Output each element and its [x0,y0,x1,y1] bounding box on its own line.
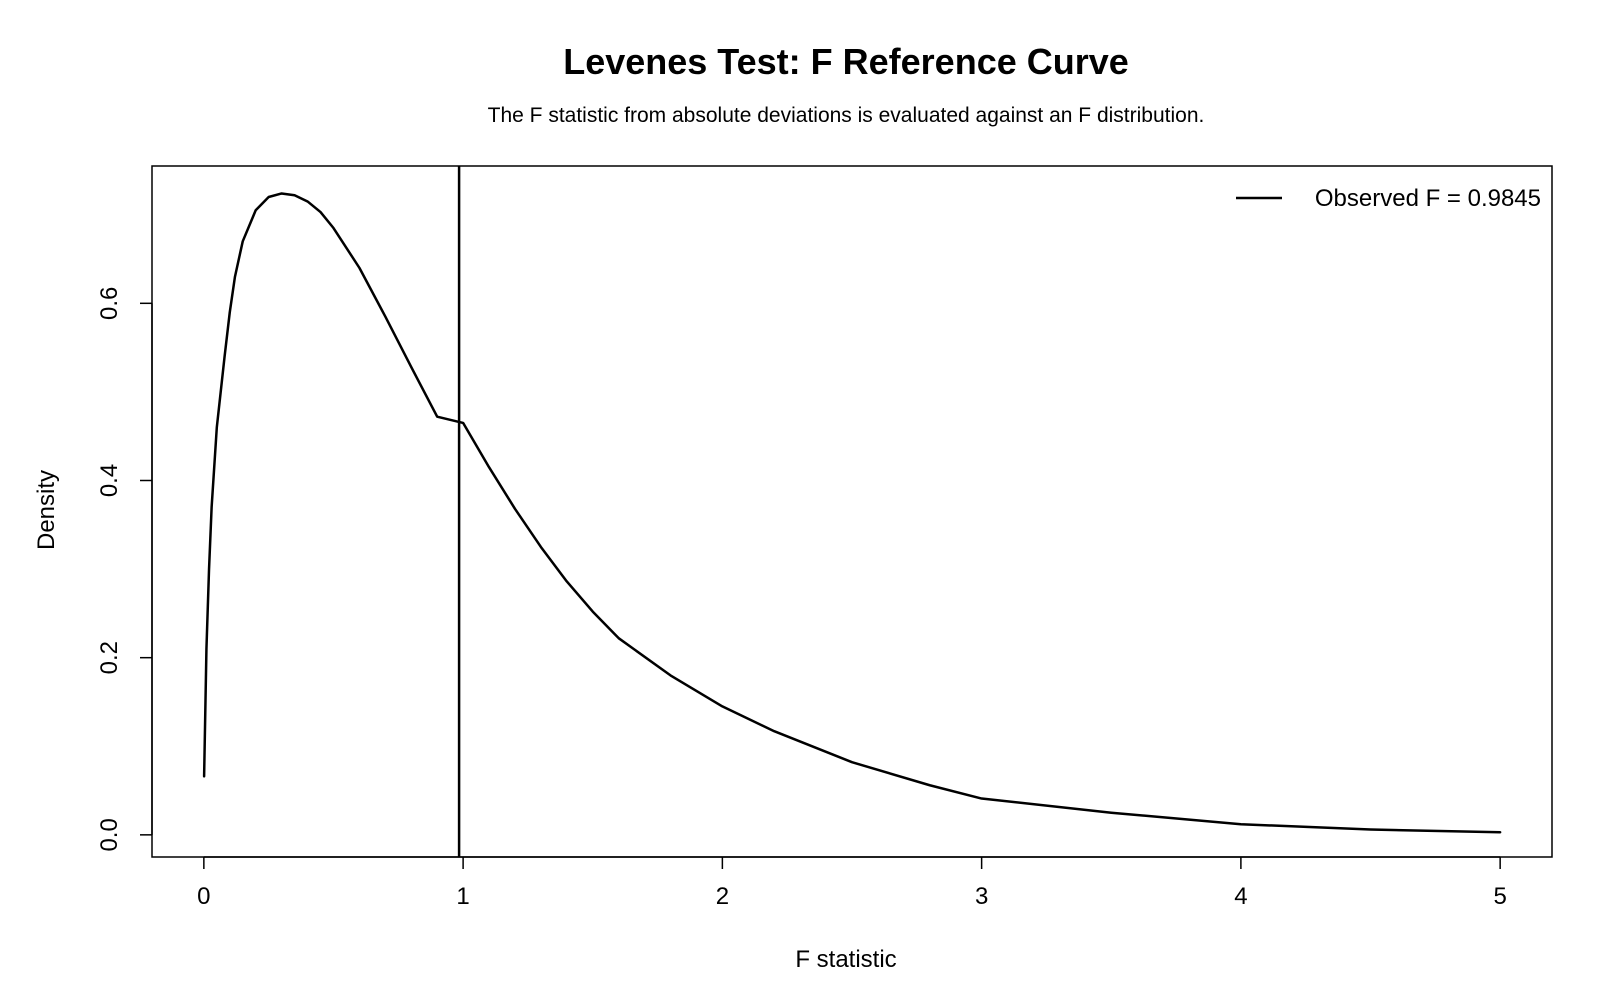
legend-label: Observed F = 0.9845 [1315,185,1541,212]
x-tick-label: 4 [1234,883,1247,910]
density-curve [202,192,1502,834]
y-tick-label: 0.2 [96,641,123,674]
y-tick-label: 0.0 [96,818,123,851]
x-tick-label: 2 [716,883,729,910]
x-axis-label: F statistic [795,946,896,973]
x-tick-label: 0 [197,883,210,910]
plot-frame [151,165,1553,858]
y-tick-label: 0.4 [96,464,123,497]
plot-area: 0 1 2 3 4 5 0.0 0.2 0.4 0.6 Observed F = 0.9845 [96,165,1553,910]
x-tick-label: 1 [456,883,469,910]
chart-subtitle: The F statistic from absolute deviations… [488,104,1205,127]
x-tick-label: 3 [975,883,988,910]
y-axis-label: Density [33,470,60,550]
y-tick-label: 0.6 [96,287,123,320]
chart-title: Levenes Test: F Reference Curve [563,41,1129,82]
x-tick-label: 5 [1493,883,1506,910]
